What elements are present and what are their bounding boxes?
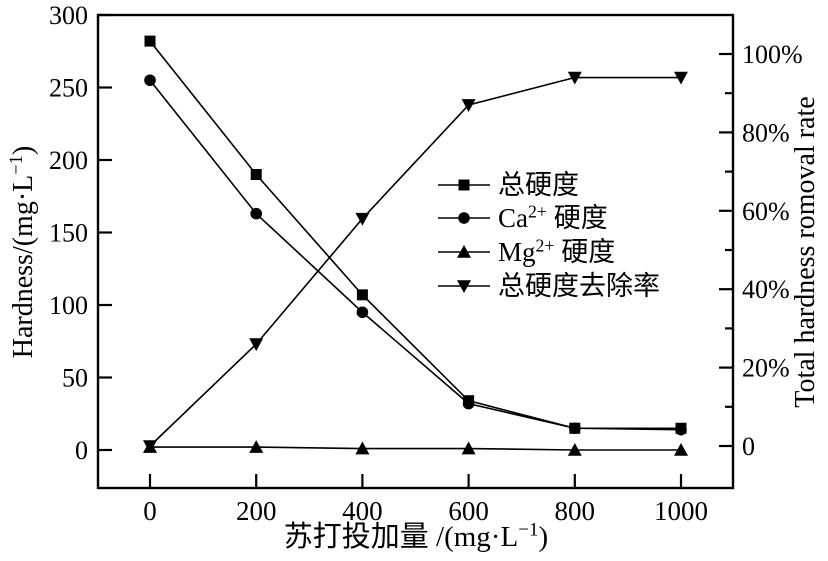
legend-item-mg-hardness: Mg2+ 硬度 [438,235,615,267]
series-line-total-hardness-removal-rate [149,76,681,447]
series-lines [149,40,682,451]
marker-total-hardness-removal-rate [567,71,582,85]
marker-total-hardness [569,422,581,434]
legend-marker-ca-hardness [458,212,470,224]
marker-mg-hardness [249,440,264,453]
y-right-axis-title: Total hardness romoval rate [790,96,821,407]
legend-item-total-hardness-removal-rate: 总硬度去除率 [438,271,660,301]
x-tick-label: 1000 [654,496,708,526]
marker-total-hardness [675,422,687,434]
legend-label-mg-hardness: Mg2+ 硬度 [498,235,615,267]
y-left-axis-title: Hardness/(mg·L−1) [6,146,39,359]
legend-item-total-hardness: 总硬度 [438,170,579,200]
y-left-tick-label: 100 [49,291,88,320]
legend-marker-total-hardness [458,179,470,191]
y-axis-right: 0 20% 40% 60% 80% 100% Total hardness romoval … [719,40,821,461]
x-axis: 0 200 400 600 800 1000 苏打投加量 /(mg·L−1) [143,474,708,553]
y-left-tick-label: 250 [49,74,88,103]
marker-total-hardness-removal-rate [461,99,476,112]
marker-ca-hardness [356,306,369,319]
legend-label-total-hardness-removal-rate: 总硬度去除率 [498,271,660,301]
series-markers [143,35,688,456]
y-right-tick-label: 100% [742,40,803,69]
y-right-tick-label: 60% [742,197,790,226]
y-right-tick-label: 80% [742,118,790,147]
y-axis-left: 0 50 100 150 200 250 300 Hardness/(mg·L−1) [6,1,112,465]
x-tick-label: 400 [342,496,383,526]
marker-total-hardness [144,35,156,47]
y-left-tick-label: 300 [49,1,88,30]
legend-marker-total-hardness-removal-rate [457,280,471,293]
marker-total-hardness [250,169,262,180]
y-right-tick-label: 0 [742,432,755,461]
y-left-tick-label: 50 [62,364,88,393]
marker-total-hardness [463,395,475,407]
marker-mg-hardness [461,441,476,455]
marker-mg-hardness [567,443,582,456]
legend-label-total-hardness: 总硬度 [498,170,579,200]
marker-total-hardness-removal-rate [249,338,264,352]
x-tick-label: 800 [555,496,596,526]
marker-mg-hardness [355,441,370,455]
marker-total-hardness-removal-rate [674,71,688,85]
y-left-tick-label: 200 [49,146,88,175]
plot-frame [96,13,735,490]
legend-item-ca-hardness: Ca2+ 硬度 [438,201,608,233]
x-tick-label: 0 [143,496,157,526]
y-left-tick-label: 0 [75,436,88,465]
marker-ca-hardness [144,74,156,87]
y-right-tick-label: 20% [742,354,790,383]
y-left-tick-label: 150 [49,219,88,248]
x-tick-label: 200 [236,496,277,526]
legend-marker-mg-hardness [457,245,471,258]
y-right-tick-label: 40% [742,275,790,304]
marker-total-hardness-removal-rate [355,212,370,226]
marker-total-hardness [356,289,368,301]
x-tick-label: 600 [448,496,489,526]
series-line-mg-hardness [150,446,681,451]
legend-label-ca-hardness: Ca2+ 硬度 [498,201,608,233]
x-axis-title: 苏打投加量 /(mg·L−1) [284,520,548,553]
series-line-ca-hardness [149,79,682,431]
marker-mg-hardness [143,440,157,453]
marker-ca-hardness [250,207,262,220]
marker-mg-hardness [674,443,688,456]
